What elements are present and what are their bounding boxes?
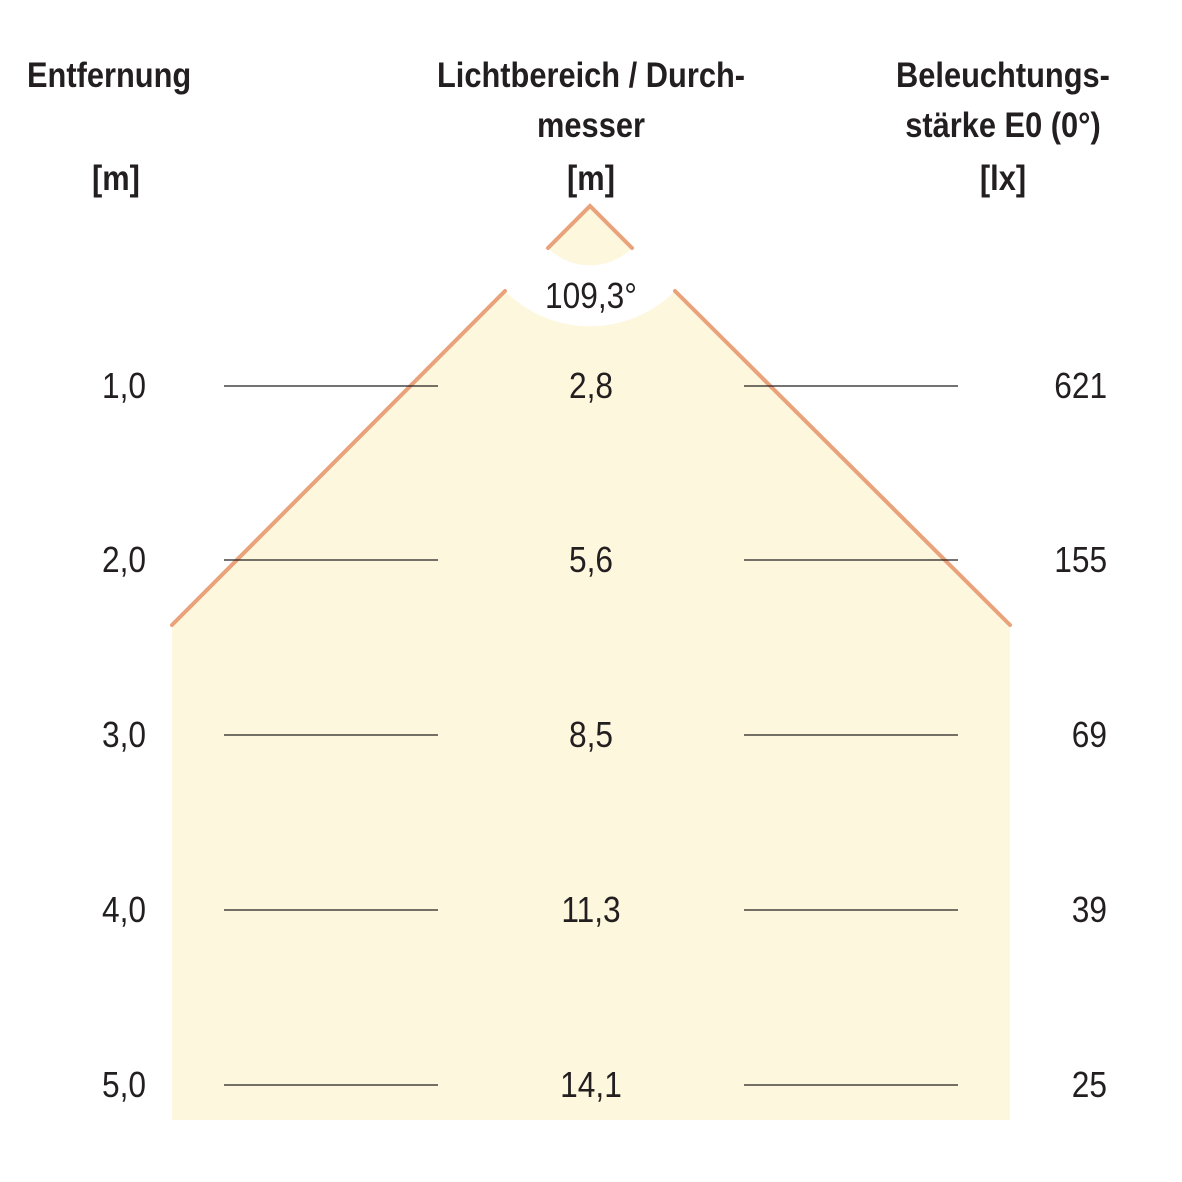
- illuminance-value: 25: [1071, 1064, 1107, 1105]
- distance-value: 1,0: [101, 365, 146, 406]
- illuminance-value: 39: [1071, 889, 1107, 930]
- header-distance-unit: [m]: [92, 159, 140, 198]
- cone-body: [172, 291, 1010, 1120]
- beam-angle-label: 109,3°: [545, 275, 637, 316]
- header-diameter-line2: messer: [537, 106, 645, 145]
- header-distance-title: Entfernung: [27, 56, 192, 95]
- header-diameter-line1: Lichtbereich / Durch-: [436, 56, 746, 95]
- distance-value: 4,0: [101, 889, 146, 930]
- distance-value: 5,0: [101, 1064, 146, 1105]
- header-diameter-unit: [m]: [567, 159, 615, 198]
- cone-apex-sector: [548, 206, 632, 266]
- illuminance-value: 69: [1071, 714, 1107, 755]
- illuminance-value: 155: [1054, 539, 1107, 580]
- header-illuminance-line1: Beleuchtungs-: [896, 56, 1110, 95]
- cone-edge-left-lower: [170, 289, 507, 627]
- diameter-value: 8,5: [568, 714, 614, 755]
- diameter-value: 5,6: [568, 539, 614, 580]
- cone-edge-left: [546, 203, 634, 250]
- distance-value: 3,0: [101, 714, 146, 755]
- header-illuminance-line2: stärke E0 (0°): [905, 106, 1101, 145]
- header-illuminance-unit: [lx]: [979, 159, 1027, 198]
- illuminance-value: 621: [1054, 365, 1107, 406]
- diameter-value: 11,3: [561, 889, 621, 930]
- cone-edge-right-lower: [673, 289, 1012, 627]
- diameter-value: 2,8: [568, 365, 614, 406]
- diameter-value: 14,1: [560, 1064, 622, 1105]
- distance-value: 2,0: [101, 539, 146, 580]
